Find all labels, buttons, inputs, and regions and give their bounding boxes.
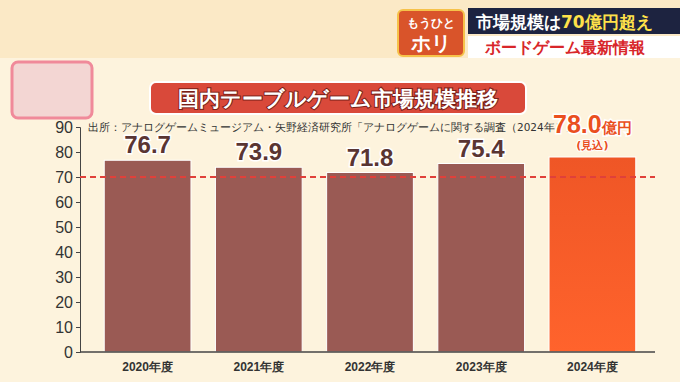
logo-top: もうひと bbox=[407, 16, 455, 30]
data-label: 78.0億円 bbox=[553, 110, 632, 138]
x-axis-line bbox=[80, 351, 655, 353]
y-tick-mark bbox=[76, 152, 80, 153]
data-label: 73.9 bbox=[235, 138, 282, 165]
y-axis: 0 10 20 30 40 50 60 70 80 90 bbox=[55, 119, 80, 361]
y-tick-mark bbox=[76, 127, 80, 128]
y-tick: 70 bbox=[55, 169, 80, 186]
logo-box bbox=[398, 10, 464, 56]
subhead: ボードゲーム最新情報 bbox=[484, 38, 646, 57]
data-label: 75.4 bbox=[458, 135, 505, 162]
x-axis: 2020年度 2021年度 2022年度 2023年度 2024年度 bbox=[80, 352, 655, 374]
y-tick-label: 10 bbox=[55, 319, 73, 336]
header-band bbox=[0, 0, 680, 58]
x-tick: 2021年度 bbox=[233, 352, 284, 374]
y-tick-label: 30 bbox=[55, 269, 73, 286]
y-tick: 30 bbox=[55, 269, 80, 286]
y-tick: 50 bbox=[55, 219, 80, 236]
y-tick-mark bbox=[76, 202, 80, 203]
y-tick-label: 20 bbox=[55, 294, 73, 311]
x-tick-label: 2022年度 bbox=[345, 360, 396, 374]
background bbox=[0, 0, 680, 382]
bar bbox=[215, 167, 302, 352]
reference-line bbox=[80, 176, 655, 178]
subhead-box bbox=[468, 36, 680, 58]
logo-bottom: ホリ bbox=[410, 31, 451, 55]
y-tick-mark bbox=[76, 177, 80, 178]
y-tick: 10 bbox=[55, 319, 80, 336]
y-tick-label: 0 bbox=[64, 344, 73, 361]
chart-root: もうひとホリ市場規模は70億円超えボードゲーム最新情報国内テーブルゲーム市場規模… bbox=[0, 0, 680, 382]
bar bbox=[438, 164, 525, 353]
bar bbox=[327, 173, 414, 353]
y-tick-label: 40 bbox=[55, 244, 73, 261]
y-tick-mark bbox=[76, 327, 80, 328]
x-tick-label: 2021年度 bbox=[233, 360, 284, 374]
plot-area bbox=[80, 157, 655, 352]
x-tick-label: 2020年度 bbox=[122, 360, 173, 374]
y-tick: 40 bbox=[55, 244, 80, 261]
y-tick: 60 bbox=[55, 194, 80, 211]
headline-part: 70億円超え bbox=[561, 12, 653, 32]
y-tick: 90 bbox=[55, 119, 80, 136]
headline-part: 市場規模は bbox=[475, 12, 561, 32]
y-tick-label: 60 bbox=[55, 194, 73, 211]
annotation: (見込) bbox=[576, 139, 608, 152]
chart-title: 国内テーブルゲーム市場規模推移 bbox=[178, 87, 498, 111]
presenter-inset bbox=[12, 62, 92, 118]
x-tick: 2022年度 bbox=[345, 352, 396, 374]
y-tick: 0 bbox=[64, 344, 80, 361]
headline: 市場規模は70億円超え bbox=[475, 12, 653, 32]
x-tick-label: 2023年度 bbox=[456, 360, 507, 374]
headline-box bbox=[468, 8, 680, 34]
y-tick-mark bbox=[76, 302, 80, 303]
y-tick-label: 90 bbox=[55, 119, 73, 136]
y-tick: 80 bbox=[55, 144, 80, 161]
y-tick-label: 50 bbox=[55, 219, 73, 236]
y-tick: 20 bbox=[55, 294, 80, 311]
y-tick-mark bbox=[76, 277, 80, 278]
bar bbox=[549, 157, 636, 352]
y-axis-line bbox=[76, 128, 81, 353]
data-label: 71.8 bbox=[347, 144, 394, 171]
y-tick-mark bbox=[76, 252, 80, 253]
x-tick: 2024年度 bbox=[567, 352, 618, 374]
y-tick-mark bbox=[76, 227, 80, 228]
x-tick: 2023年度 bbox=[456, 352, 507, 374]
y-tick-label: 80 bbox=[55, 144, 73, 161]
y-tick-label: 70 bbox=[55, 169, 73, 186]
bar bbox=[104, 160, 191, 352]
x-tick: 2020年度 bbox=[122, 352, 173, 374]
y-tick-mark bbox=[76, 352, 80, 353]
x-tick-label: 2024年度 bbox=[567, 360, 618, 374]
data-label: 76.7 bbox=[124, 131, 171, 158]
title-banner bbox=[150, 82, 526, 114]
